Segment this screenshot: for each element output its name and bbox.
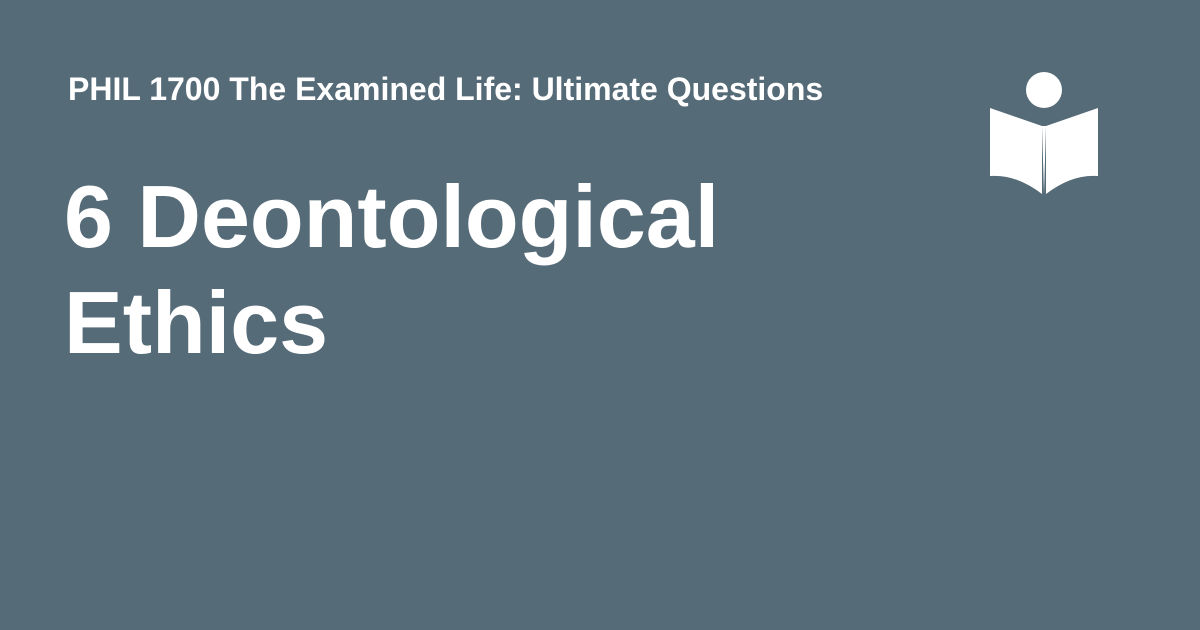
course-title: PHIL 1700 The Examined Life: Ultimate Qu… <box>68 71 824 107</box>
chapter-title: 6 Deontological Ethics <box>64 167 720 372</box>
reader-book-icon <box>990 72 1098 194</box>
